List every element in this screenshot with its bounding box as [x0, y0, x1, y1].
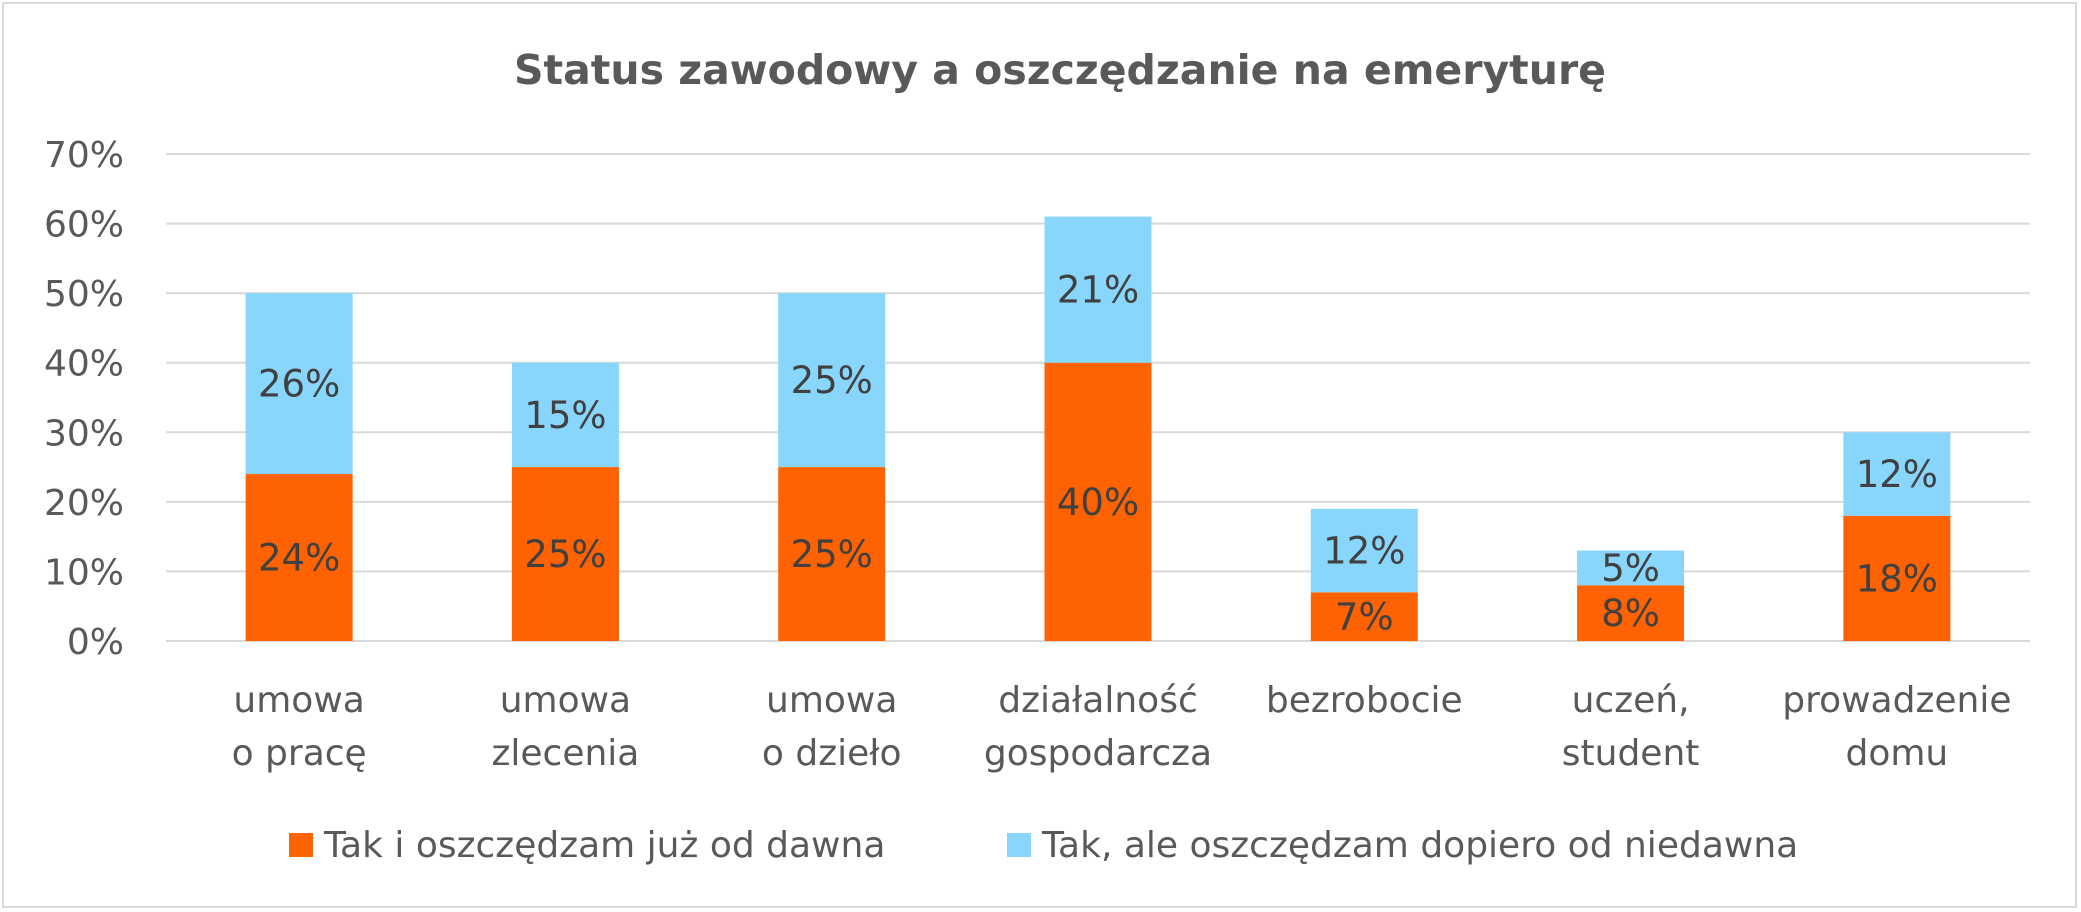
legend-swatch [289, 833, 313, 857]
y-tick-label: 60% [44, 205, 124, 246]
bar-segment [1577, 585, 1685, 641]
bars [245, 216, 1951, 641]
data-label: 12% [1323, 530, 1405, 573]
x-tick-label: umowa o dzieło [762, 680, 902, 774]
bar-segment [1310, 592, 1418, 641]
bar-segment [511, 362, 619, 468]
y-axis-ticks: 0% 10% 20% 30% 40% 50% 60% 70% [44, 135, 124, 663]
x-axis-ticks: umowa o pracę umowa zlecenia umowa o dzieło dz… [232, 680, 2012, 774]
bar-segment [511, 467, 619, 641]
data-label: 40% [1057, 481, 1139, 524]
y-tick-label: 40% [44, 344, 124, 385]
data-label: 5% [1601, 547, 1660, 590]
x-tick-label: umowa o pracę [232, 680, 367, 774]
data-label: 18% [1856, 557, 1938, 600]
legend-swatch [1007, 833, 1031, 857]
y-tick-label: 30% [44, 413, 124, 454]
data-label: 24% [258, 537, 340, 580]
bar-segment [1843, 515, 1951, 641]
bar-segment [1310, 508, 1418, 593]
data-label: 8% [1601, 592, 1660, 635]
x-tick-label: uczeń, student [1562, 680, 1700, 774]
bar-segment [1044, 216, 1152, 363]
bar-segment [1843, 432, 1951, 516]
chart-title: Status zawodowy a oszczędzanie na emeryt… [514, 46, 1606, 94]
data-label: 21% [1057, 269, 1139, 312]
data-label: 25% [524, 533, 606, 576]
chart-svg: Status zawodowy a oszczędzanie na emeryt… [44, 46, 2030, 866]
data-label: 25% [791, 533, 873, 576]
bar-segment [245, 293, 353, 475]
y-tick-label: 50% [44, 274, 124, 315]
legend-label: Tak i oszczędzam już od dawna [323, 825, 885, 866]
y-tick-label: 70% [44, 135, 124, 176]
data-labels: 24% 26% 25% 15% 25% 25% 40% 21% 7% 12% 8%5% 18% 12% [258, 269, 1938, 639]
legend: Tak i oszczędzam już od dawna Tak, ale os… [289, 825, 1798, 866]
bar-segment [1044, 362, 1152, 641]
bar-segment [245, 474, 353, 641]
bar-segment [778, 467, 886, 641]
bar-segment [778, 293, 886, 468]
bar-segment [1577, 550, 1685, 586]
y-tick-label: 10% [44, 552, 124, 593]
data-label: 15% [524, 394, 606, 437]
data-label: 12% [1856, 453, 1938, 496]
x-tick-label: umowa zlecenia [491, 680, 639, 774]
x-tick-label: działalność gospodarcza [984, 680, 1212, 774]
data-label: 7% [1335, 596, 1394, 639]
data-label: 26% [258, 363, 340, 406]
legend-label: Tak, ale oszczędzam dopiero od niedawna [1041, 825, 1798, 866]
y-tick-label: 20% [44, 483, 124, 524]
data-label: 25% [791, 359, 873, 402]
x-tick-label: bezrobocie [1266, 680, 1463, 721]
y-tick-label: 0% [67, 622, 124, 663]
x-tick-label: prowadzenie domu [1782, 680, 2011, 774]
